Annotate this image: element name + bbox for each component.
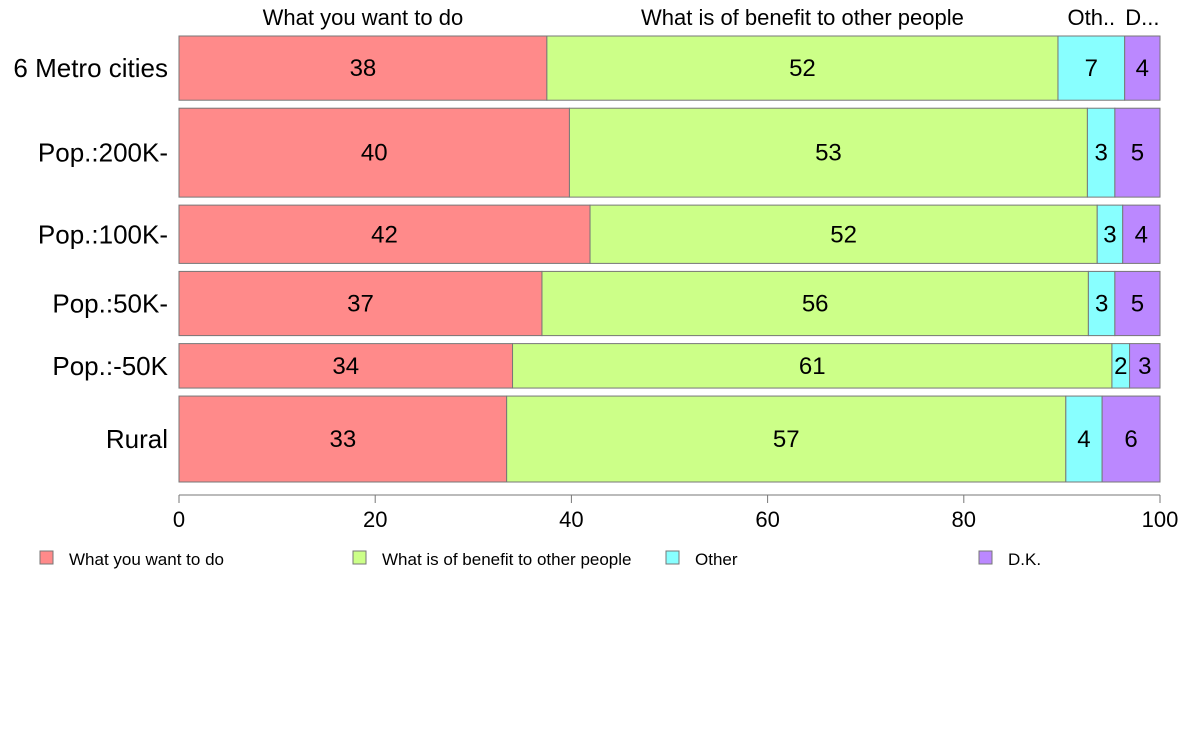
bar-value-label: 4	[1136, 55, 1149, 82]
category-label: Pop.:100K-	[38, 219, 168, 249]
bar-value-label: 61	[799, 353, 826, 380]
bar-segment	[512, 343, 1113, 389]
bar-value-label: 5	[1131, 291, 1144, 318]
bar-segment	[1114, 270, 1161, 337]
bar-value-label: 56	[802, 291, 829, 318]
y-axis-labels: 6 Metro cities Pop.:200K- Pop.:100K- Pop.:5…	[13, 53, 168, 454]
bar-segment	[568, 107, 1088, 198]
bar-segment	[1065, 395, 1103, 483]
x-tick-label: 60	[755, 507, 779, 532]
bar-segment	[506, 395, 1067, 483]
bar-segment	[1101, 395, 1161, 483]
series-top-label: D...	[1125, 5, 1159, 30]
legend-label: Other	[695, 550, 738, 569]
bar-segment	[1086, 107, 1116, 198]
x-tick-label: 40	[559, 507, 583, 532]
legend-label: D.K.	[1008, 550, 1041, 569]
bar-value-label: 52	[789, 55, 816, 82]
bar-segment	[178, 107, 570, 198]
x-tick-label: 20	[363, 507, 387, 532]
bar-value-label: 38	[350, 55, 377, 82]
bar-value-label: 52	[830, 221, 857, 248]
bar-value-label: 40	[361, 140, 388, 167]
category-label: Pop.:50K-	[52, 289, 168, 319]
bar-value-label: 4	[1135, 221, 1148, 248]
bar-value-label: 42	[371, 221, 398, 248]
bar-value-label: 2	[1114, 353, 1127, 380]
top-labels: What you want to do What is of benefit to…	[263, 5, 1160, 30]
bar-segment	[541, 270, 1089, 337]
x-tick-label: 100	[1142, 507, 1179, 532]
bar-segment	[178, 204, 591, 264]
bar-segment	[546, 35, 1059, 101]
bar-value-label: 5	[1131, 140, 1144, 167]
bar-segment	[178, 270, 543, 337]
bar-value-label: 3	[1095, 291, 1108, 318]
bar-value-label: 33	[329, 426, 356, 453]
x-tick-label: 0	[173, 507, 185, 532]
series-top-label: What is of benefit to other people	[641, 5, 964, 30]
bar-segment	[1114, 107, 1161, 198]
bar-segment	[589, 204, 1098, 264]
legend-label: What you want to do	[69, 550, 224, 569]
series-top-label: Oth..	[1067, 5, 1115, 30]
legend: What you want to do What is of benefit to…	[39, 550, 1041, 569]
x-axis: 0 20 40 60 80 100	[173, 494, 1179, 532]
bar-segment	[1057, 35, 1126, 101]
bar-segment	[178, 395, 508, 483]
category-label: 6 Metro cities	[13, 53, 168, 83]
series-top-label: What you want to do	[263, 5, 464, 30]
bar-value-label: 4	[1077, 426, 1090, 453]
bar-segment	[178, 35, 548, 101]
bar-value-label: 53	[815, 140, 842, 167]
bar-value-label: 57	[773, 426, 800, 453]
bar-value-label: 6	[1124, 426, 1137, 453]
bar-segment	[1129, 343, 1161, 389]
legend-swatch	[39, 550, 54, 565]
legend-swatch	[978, 550, 993, 565]
legend-swatch	[352, 550, 367, 565]
x-tick-label: 80	[952, 507, 976, 532]
category-label: Rural	[106, 424, 168, 454]
legend-label: What is of benefit to other people	[382, 550, 632, 569]
bar-value-label: 3	[1094, 140, 1107, 167]
category-label: Pop.:-50K	[52, 351, 168, 381]
bar-segment	[178, 343, 514, 389]
bar-value-label: 7	[1085, 55, 1098, 82]
bar-value-label: 3	[1138, 353, 1151, 380]
bars: 38 52 7 440 53 3 542 52 3 437 56 3 534 61 2 333 57 4 6	[178, 35, 1161, 483]
bar-segment	[1122, 204, 1161, 264]
bar-segment	[1124, 35, 1161, 101]
bar-value-label: 34	[332, 353, 359, 380]
bar-value-label: 3	[1103, 221, 1116, 248]
legend-swatch	[665, 550, 680, 565]
category-label: Pop.:200K-	[38, 138, 168, 168]
bar-value-label: 37	[347, 291, 374, 318]
